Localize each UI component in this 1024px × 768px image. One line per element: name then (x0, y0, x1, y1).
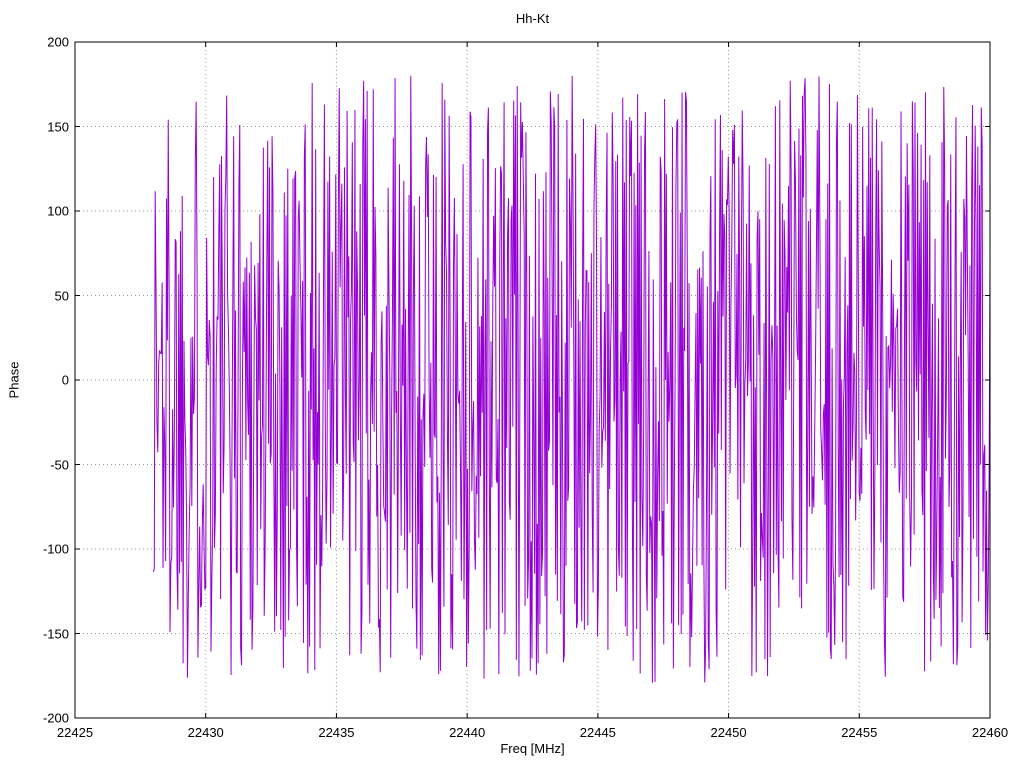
x-tick-label: 22440 (449, 725, 486, 740)
y-tick-label: -150 (42, 626, 69, 641)
x-tick-label: 22445 (579, 725, 616, 740)
y-tick-label: 100 (47, 203, 69, 219)
y-tick-label: -100 (42, 541, 69, 557)
x-tick-label: 22450 (710, 725, 747, 740)
x-tick-label: 22435 (318, 725, 355, 740)
chart-title: Hh-Kt (515, 11, 550, 26)
y-tick-label: -50 (50, 457, 69, 472)
y-tick-label: 50 (54, 288, 69, 303)
y-tick-label: 150 (47, 119, 69, 134)
x-tick-label: 22455 (841, 725, 878, 740)
x-tick-label: 22430 (187, 725, 224, 740)
y-axis-label: Phase (6, 361, 22, 399)
x-tick-label: 22425 (56, 725, 94, 740)
phase-trace (152, 75, 991, 683)
y-tick-label: -200 (42, 710, 69, 726)
x-tick-label: 22460 (971, 725, 1009, 740)
y-tick-label: 0 (61, 372, 69, 388)
y-tick-label: 200 (47, 34, 69, 50)
x-axis-label: Freq [MHz] (500, 741, 565, 756)
